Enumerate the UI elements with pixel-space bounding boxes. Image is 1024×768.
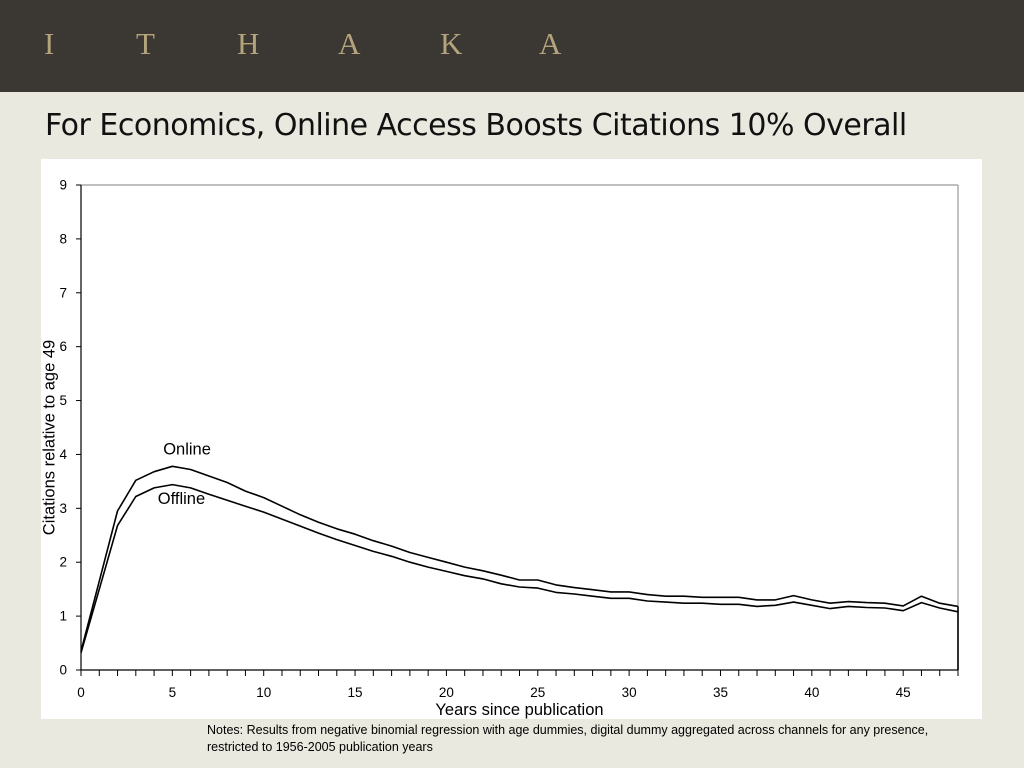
series-label-offline: Offline bbox=[158, 490, 205, 508]
x-tick-label: 0 bbox=[77, 685, 85, 700]
x-tick-label: 25 bbox=[530, 685, 545, 700]
ithaka-logo: I T H A K A bbox=[0, 0, 600, 92]
y-tick-label: 7 bbox=[59, 285, 67, 300]
chart-panel: 0 1 2 3 4 5 6 7 8 9 0 5 10 15 20 25 30 35 40 45 Years since … bbox=[41, 159, 982, 719]
y-tick-label: 9 bbox=[59, 178, 67, 193]
x-tick-label: 15 bbox=[348, 685, 363, 700]
chart-notes: Notes: Results from negative binomial re… bbox=[207, 723, 929, 754]
series-label-online: Online bbox=[163, 440, 211, 458]
series-line-offline bbox=[80, 483, 959, 654]
y-tick-label: 6 bbox=[59, 339, 67, 354]
logo-letter: T bbox=[136, 26, 155, 61]
x-axis-label: Years since publication bbox=[435, 701, 603, 719]
logo-letter: K bbox=[440, 26, 463, 61]
x-tick-label: 45 bbox=[896, 685, 911, 700]
series-line-online bbox=[80, 465, 959, 652]
x-tick-label: 5 bbox=[169, 685, 177, 700]
y-tick-label: 3 bbox=[59, 501, 67, 516]
logo-letter: A bbox=[539, 26, 562, 61]
logo-letter: A bbox=[338, 26, 361, 61]
header-banner bbox=[0, 0, 1024, 92]
y-tick-label: 2 bbox=[59, 555, 67, 570]
logo-letter: H bbox=[237, 26, 260, 61]
y-axis-label: Citations relative to age 49 bbox=[41, 340, 58, 535]
y-tick-label: 0 bbox=[59, 663, 67, 678]
x-tick-label: 40 bbox=[804, 685, 819, 700]
y-tick-label: 5 bbox=[59, 393, 67, 408]
x-tick-label: 35 bbox=[713, 685, 728, 700]
logo-letter: I bbox=[44, 26, 55, 61]
x-tick-label: 30 bbox=[622, 685, 637, 700]
x-tick-label: 10 bbox=[256, 685, 271, 700]
y-tick-label: 4 bbox=[59, 447, 67, 462]
y-tick-label: 1 bbox=[59, 609, 67, 624]
y-tick-label: 8 bbox=[59, 231, 67, 246]
x-tick-label: 20 bbox=[439, 685, 454, 700]
slide-title: For Economics, Online Access Boosts Cita… bbox=[45, 108, 907, 143]
